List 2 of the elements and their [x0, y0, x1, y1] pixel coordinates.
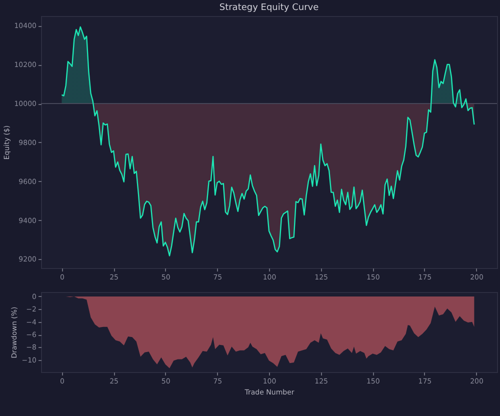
line-series [61, 26, 475, 256]
chart-title: Strategy Equity Curve [219, 3, 320, 13]
